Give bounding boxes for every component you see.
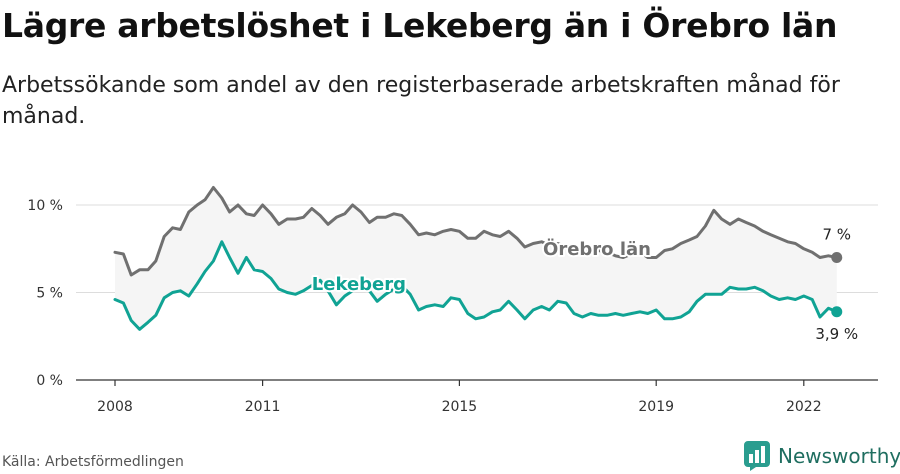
end-point-marker bbox=[831, 306, 843, 318]
series-label-lekeberg: Lekeberg bbox=[312, 274, 406, 295]
y-tick-label: 0 % bbox=[36, 373, 63, 389]
brand: Newsworthy bbox=[744, 440, 900, 472]
chart-subtitle: Arbetssökande som andel av den registerb… bbox=[2, 73, 840, 129]
series-line-lekeberg bbox=[113, 240, 839, 331]
y-tick-label: 10 % bbox=[27, 198, 63, 214]
newsworthy-bar-chart-icon bbox=[744, 441, 770, 471]
end-point-marker bbox=[831, 252, 843, 263]
series-label-orebro: Örebro län bbox=[543, 238, 651, 260]
series-gap-band bbox=[115, 187, 837, 330]
data-label-end-orebro: 7 % bbox=[822, 226, 851, 244]
x-tick-label: 2019 bbox=[638, 399, 674, 415]
chart-title: Lägre arbetslöshet i Lekeberg än i Örebr… bbox=[2, 6, 838, 45]
x-tick-label: 2008 bbox=[97, 399, 133, 415]
x-tick-label: 2022 bbox=[786, 399, 822, 415]
y-tick-label: 5 % bbox=[36, 286, 63, 302]
brand-name: Newsworthy bbox=[778, 444, 900, 468]
x-tick-label: 2015 bbox=[442, 399, 478, 415]
line-chart: 0 % 5 % 10 % 2008 2011 2015 2019 2022 Örebro län… bbox=[27, 186, 878, 415]
data-label-end-lekeberg: 3,9 % bbox=[815, 325, 858, 343]
series-line-orebro bbox=[113, 186, 839, 277]
source-note: Källa: Arbetsförmedlingen bbox=[2, 454, 184, 470]
x-tick-label: 2011 bbox=[245, 399, 281, 415]
